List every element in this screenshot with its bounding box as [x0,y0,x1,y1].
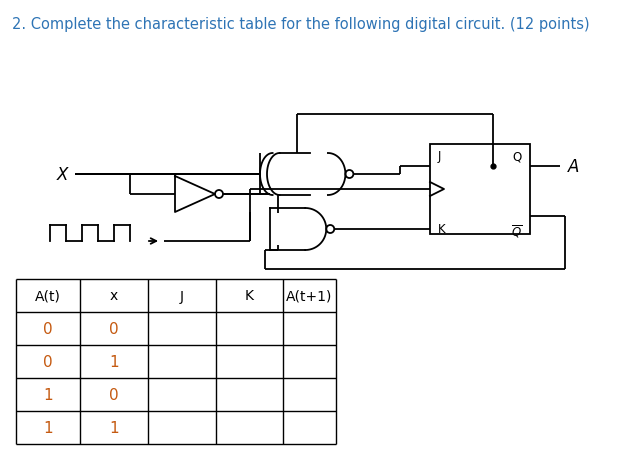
Text: 0: 0 [43,321,53,336]
Text: 1: 1 [43,387,53,402]
Text: 0: 0 [43,354,53,369]
Text: A: A [568,158,580,175]
Text: $\overline{Q}$: $\overline{Q}$ [511,222,522,239]
Text: 0: 0 [109,321,119,336]
Text: 1: 1 [43,420,53,435]
Text: 1: 1 [109,420,119,435]
Text: K: K [438,222,445,235]
Text: X: X [57,166,68,184]
Text: K: K [245,289,254,303]
Text: A(t+1): A(t+1) [286,289,333,303]
Bar [430,145,530,235]
Text: x: x [110,289,118,303]
Text: Q: Q [512,150,522,163]
Text: 0: 0 [109,387,119,402]
Text: A(t): A(t) [35,289,61,303]
Text: 1: 1 [109,354,119,369]
Text: J: J [438,150,442,163]
Text: J: J [180,289,184,303]
Text: 2. Complete the characteristic table for the following digital circuit. (12 poin: 2. Complete the characteristic table for… [12,17,590,32]
